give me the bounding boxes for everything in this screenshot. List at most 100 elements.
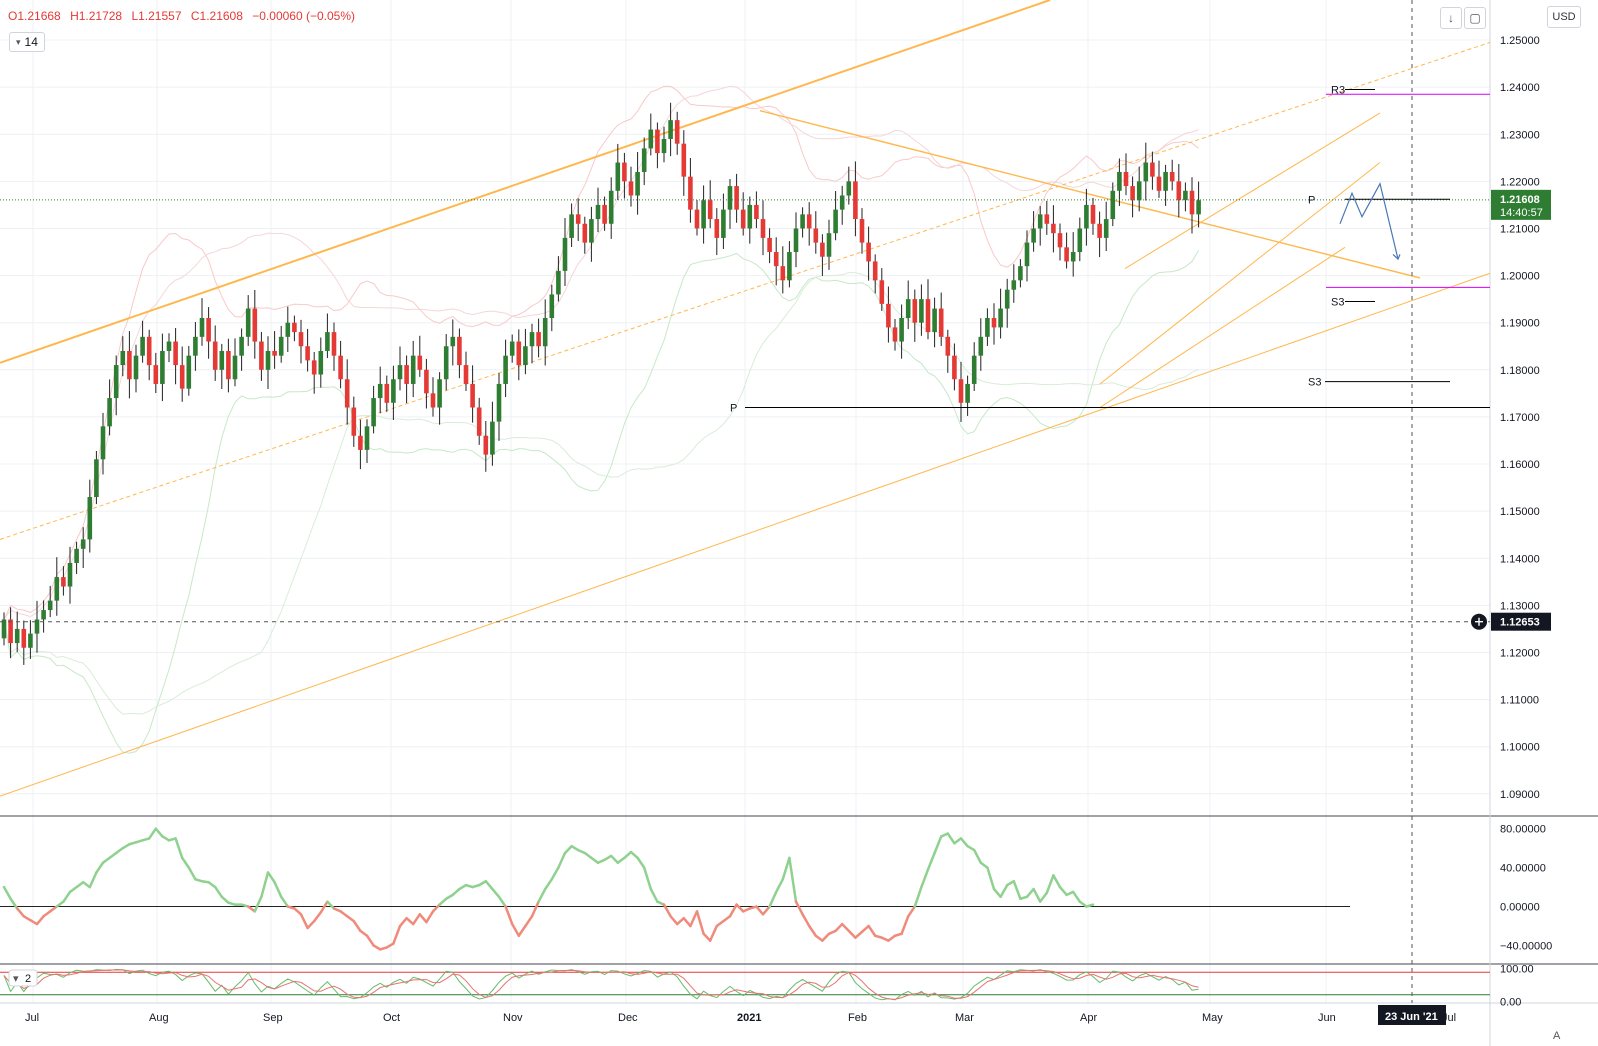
oscillator-panel	[0, 827, 1350, 951]
candle-body	[384, 383, 390, 403]
candle-body	[1024, 242, 1030, 267]
candle-body	[160, 350, 165, 384]
candle-body	[985, 317, 990, 337]
osc-segment	[451, 887, 461, 897]
pivot-p-right-label: P	[1308, 194, 1315, 206]
osc-segment	[563, 844, 573, 855]
candle-body	[641, 148, 647, 172]
osc-segment	[398, 916, 408, 928]
osc-segment	[1058, 885, 1068, 897]
price-tick-label: 1.24000	[1500, 82, 1540, 94]
candle-body	[872, 261, 878, 281]
candle-body	[457, 336, 462, 366]
osc-segment	[444, 893, 455, 901]
currency-button[interactable]: USD	[1547, 6, 1581, 28]
ohlc-legend: O1.21668 H1.21728 L1.21557 C1.21608 −0.0…	[8, 9, 361, 23]
candle-body	[61, 577, 66, 587]
candle-body	[1150, 162, 1155, 177]
candle-body	[905, 299, 911, 318]
candle-body	[278, 336, 284, 356]
osc-segment	[524, 915, 534, 928]
indicator-badge[interactable]: ▾ 14	[9, 32, 45, 52]
candle-body	[773, 252, 779, 267]
osc-segment	[299, 913, 309, 930]
osc-segment	[649, 887, 659, 903]
candle-body	[311, 360, 317, 375]
candle-body	[556, 270, 561, 295]
time-tick-label: Dec	[618, 1012, 638, 1024]
candle-body	[410, 355, 416, 384]
candle-body	[688, 176, 693, 210]
pivot-s3-right-label: S3	[1331, 297, 1344, 309]
osc-segment	[42, 910, 52, 918]
candle-body	[635, 171, 640, 196]
osc-segment	[807, 924, 818, 937]
osc-segment	[840, 922, 851, 933]
candle-body	[146, 336, 152, 366]
candle-body	[1136, 181, 1142, 201]
time-tick-label: Feb	[848, 1012, 867, 1024]
osc-segment	[504, 905, 514, 926]
price-tick-label: 1.17000	[1500, 412, 1540, 424]
candle-body	[476, 407, 482, 436]
candle-body	[661, 138, 667, 154]
osc-segment	[972, 848, 983, 864]
osc-segment	[48, 905, 59, 913]
osc-segment	[722, 915, 732, 923]
time-tick-label: Nov	[503, 1012, 523, 1024]
osc-segment	[1005, 879, 1016, 887]
osc-segment	[761, 905, 771, 916]
candle-body	[952, 355, 957, 380]
candle-body	[1037, 214, 1043, 229]
candle-body	[127, 350, 132, 380]
osc-segment	[801, 913, 811, 928]
candle-body	[549, 294, 555, 318]
osc-segment	[213, 885, 224, 899]
osc-segment	[365, 934, 375, 947]
candle-body	[483, 435, 489, 455]
osc-segment	[392, 924, 402, 945]
candle-body	[490, 421, 495, 455]
candle-body	[800, 214, 805, 229]
candlestick-series	[1, 102, 1201, 665]
candle-body	[74, 548, 79, 563]
channel-upper-trendline	[0, 0, 1051, 364]
osc-segment	[860, 924, 870, 934]
candle-body	[1011, 280, 1017, 290]
time-tick-label: May	[1202, 1012, 1223, 1024]
osc-tick-label: 40.00000	[1500, 863, 1546, 875]
osc-segment	[986, 866, 996, 891]
osc-segment	[900, 915, 910, 936]
fullscreen-icon[interactable]: ▢	[1464, 7, 1486, 29]
chevron-down-icon: ▾	[13, 973, 19, 985]
osc-segment	[312, 911, 323, 923]
price-tick-label: 1.23000	[1500, 129, 1540, 141]
candle-body	[892, 327, 898, 342]
osc-segment	[326, 900, 336, 910]
candle-body	[595, 204, 601, 220]
candle-body	[767, 237, 772, 253]
osc-segment	[788, 856, 798, 903]
price-tick-label: 1.25000	[1500, 35, 1540, 47]
candle-body	[318, 350, 324, 375]
overlay-lines: R3 S3 P S3 P	[0, 0, 1490, 1003]
download-icon[interactable]: ↓	[1440, 7, 1462, 29]
candle-body	[516, 341, 522, 366]
rising-wedge-upper	[1124, 112, 1381, 269]
stoch-k-line	[3, 968, 1199, 1001]
candle-body	[866, 242, 871, 262]
osc-segment	[774, 878, 785, 894]
band-line	[3, 250, 1200, 754]
osc-segment	[689, 910, 699, 928]
osc-segment	[636, 856, 646, 869]
price-tick-label: 1.15000	[1500, 506, 1540, 518]
bollinger-bands	[3, 85, 1200, 754]
osc-segment	[728, 903, 738, 918]
osc-segment	[9, 897, 19, 910]
band-line	[3, 85, 1199, 620]
auto-scale-button[interactable]: A	[1553, 1030, 1561, 1042]
candle-body	[912, 299, 918, 323]
osc-segment	[543, 878, 554, 891]
candle-body	[371, 398, 376, 427]
